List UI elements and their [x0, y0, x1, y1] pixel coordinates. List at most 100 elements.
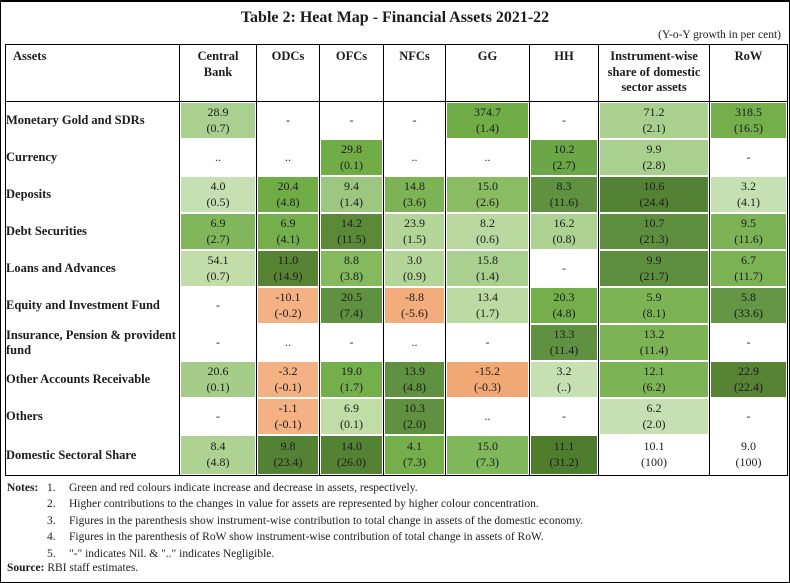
heatmap-cell-value: -1.1 (-0.1): [258, 399, 318, 434]
heatmap-cell-value: 16.2 (0.8): [531, 214, 597, 249]
heatmap-cell: 6.9 (2.7): [179, 213, 257, 250]
heatmap-cell: 8.3 (11.6): [529, 176, 599, 213]
heatmap-cell: 11.0 (14.9): [256, 250, 320, 287]
heatmap-cell-value: 14.0 (26.0): [321, 436, 382, 474]
heatmap-cell-value: 20.3 (4.8): [531, 288, 597, 323]
heatmap-cell: 10.7 (21.3): [598, 213, 710, 250]
heatmap-cell-value: -: [711, 140, 786, 175]
heatmap-cell-value: -: [321, 103, 382, 138]
heatmap-cell: 9.9 (21.7): [598, 250, 710, 287]
heatmap-cell-value: 4.0 (0.5): [181, 177, 255, 212]
heatmap-cell-value: 13.2 (11.4): [600, 325, 708, 360]
heatmap-cell: 3.2 (..): [529, 361, 599, 398]
heatmap-cell: 19.0 (1.7): [319, 361, 384, 398]
heatmap-cell-value: 12.1 (6.2): [600, 362, 708, 397]
heatmap-cell-value: 10.7 (21.3): [600, 214, 708, 249]
heatmap-cell: -: [529, 101, 599, 139]
heatmap-cell-value: -: [531, 103, 597, 138]
heatmap-cell-value: 71.2 (2.1): [600, 103, 708, 138]
heatmap-cell: 14.8 (3.6): [383, 176, 446, 213]
note-item: 2. Higher contributions to the changes i…: [47, 496, 783, 512]
heatmap-cell-value: -: [385, 103, 444, 138]
heatmap-cell-value: 9.5 (11.6): [711, 214, 786, 249]
heatmap-cell: 14.0 (26.0): [319, 435, 384, 476]
heatmap-cell: -: [709, 324, 788, 361]
table-row: Domestic Sectoral Share 8.4 (4.8) 9.8 (23.…: [5, 435, 788, 476]
column-header: NFCs: [383, 44, 446, 102]
heatmap-cell: 6.2 (2.0): [598, 398, 710, 435]
heatmap-cell-value: 8.3 (11.6): [531, 177, 597, 212]
heatmap-cell: 10.2 (2.7): [529, 139, 599, 176]
heatmap-cell: 5.8 (33.6): [709, 287, 788, 324]
heatmap-cell: ..: [179, 139, 257, 176]
heatmap-cell-value: 9.4 (1.4): [321, 177, 382, 212]
heatmap-cell: -: [319, 324, 384, 361]
heatmap-cell: 11.1 (31.2): [529, 435, 599, 476]
heatmap-cell: -: [179, 398, 257, 435]
note-number: 5.: [47, 547, 56, 560]
note-item: 5. "-" indicates Nil. & ".." indicates N…: [47, 546, 783, 562]
heatmap-cell: -: [445, 324, 530, 361]
column-header: OFCs: [319, 44, 384, 102]
heatmap-cell: 29.8 (0.1): [319, 139, 384, 176]
heatmap-cell-value: 28.9 (0.7): [181, 103, 255, 138]
heatmap-cell: 9.9 (2.8): [598, 139, 710, 176]
heatmap-cell: -15.2 (-0.3): [445, 361, 530, 398]
asset-name: Equity and Investment Fund: [5, 287, 180, 324]
asset-name: Monetary Gold and SDRs: [5, 101, 180, 139]
heatmap-cell-value: -: [447, 325, 528, 360]
source-text: RBI staff estimates.: [47, 562, 139, 575]
heatmap-cell: 374.7 (1.4): [445, 101, 530, 139]
heatmap-cell-value: 13.4 (1.7): [447, 288, 528, 323]
heatmap-cell: -: [383, 101, 446, 139]
heatmap-cell-value: -: [711, 325, 786, 360]
heatmap-cell: 23.9 (1.5): [383, 213, 446, 250]
asset-name: Deposits: [5, 176, 180, 213]
table-row: Currency.... 29.8 (0.1).... 10.2 (2.7) 9.9 …: [5, 139, 788, 176]
heatmap-cell: 13.3 (11.4): [529, 324, 599, 361]
asset-name: Debt Securities: [5, 213, 180, 250]
heatmap-cell: 16.2 (0.8): [529, 213, 599, 250]
heatmap-cell-value: -8.8 (-5.6): [385, 288, 444, 323]
notes-items: 1. Green and red colours indicate increa…: [47, 480, 783, 562]
note-text: Figures in the parenthesis show instrume…: [69, 514, 584, 527]
heatmap-cell: 20.6 (0.1): [179, 361, 257, 398]
heatmap-cell: -1.1 (-0.1): [256, 398, 320, 435]
column-header: Assets: [5, 44, 180, 102]
heatmap-cell-value: ..: [258, 325, 318, 360]
heatmap-cell: -: [709, 139, 788, 176]
heatmap-cell: -: [529, 398, 599, 435]
heatmap-cell-value: 5.9 (8.1): [600, 288, 708, 323]
heatmap-cell: 5.9 (8.1): [598, 287, 710, 324]
column-header: Central Bank: [179, 44, 257, 102]
heatmap-cell: 8.2 (0.6): [445, 213, 530, 250]
column-header: ODCs: [256, 44, 320, 102]
heatmap-cell-value: 8.2 (0.6): [447, 214, 528, 249]
heatmap-cell-value: 19.0 (1.7): [321, 362, 382, 397]
heatmap-cell: ..: [445, 398, 530, 435]
heatmap-cell-value: 374.7 (1.4): [447, 103, 528, 138]
heatmap-cell-value: 15.8 (1.4): [447, 251, 528, 286]
heatmap-cell: 10.1 (100): [598, 435, 710, 476]
heatmap-cell-value: 6.9 (2.7): [181, 214, 255, 249]
asset-name: Domestic Sectoral Share: [5, 435, 180, 476]
heatmap-body: Monetary Gold and SDRs 28.9 (0.7) - - -374.7…: [5, 101, 788, 476]
heatmap-cell: -: [256, 101, 320, 139]
heatmap-cell: 12.1 (6.2): [598, 361, 710, 398]
heatmap-cell: 15.0 (7.3): [445, 435, 530, 476]
heatmap-cell: 4.0 (0.5): [179, 176, 257, 213]
heatmap-cell-value: 10.2 (2.7): [531, 140, 597, 175]
heatmap-cell: 22.9 (22.4): [709, 361, 788, 398]
heatmap-cell: 20.5 (7.4): [319, 287, 384, 324]
heatmap-cell: 8.8 (3.8): [319, 250, 384, 287]
asset-name: Currency: [5, 139, 180, 176]
source-label: Source:: [7, 562, 45, 575]
heatmap-cell: ..: [256, 139, 320, 176]
heatmap-cell: ..: [383, 324, 446, 361]
heatmap-cell-value: 11.0 (14.9): [258, 251, 318, 286]
notes-label: Notes:: [7, 482, 39, 494]
table-row: Debt Securities 6.9 (2.7) 6.9 (4.1) 14.2 (1…: [5, 213, 788, 250]
heatmap-table: Assets Central Bank ODCs OFCs NFCs GG HH Instru…: [5, 44, 788, 476]
heatmap-cell: -: [709, 398, 788, 435]
heatmap-cell-value: -: [181, 399, 255, 434]
